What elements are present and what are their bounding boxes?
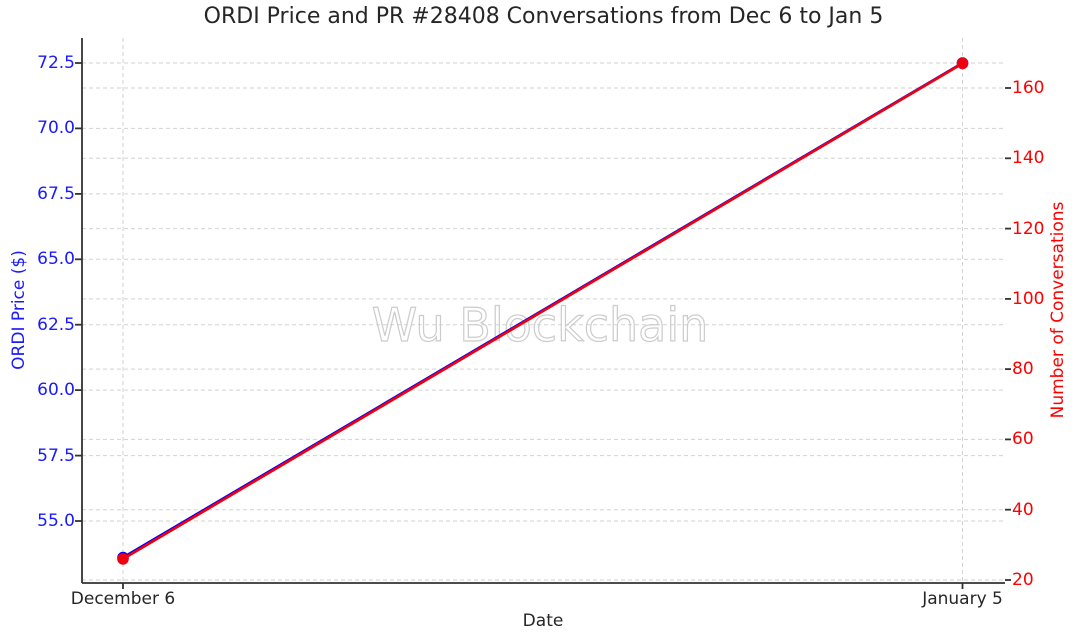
watermark: Wu Blockchain xyxy=(372,298,709,352)
left-tick-label: 65.0 xyxy=(37,249,75,270)
data-point xyxy=(956,57,969,70)
left-tick-label: 55.0 xyxy=(37,511,75,531)
left-tick-label: 72.5 xyxy=(37,53,75,73)
left-tick-label: 57.5 xyxy=(37,445,75,466)
right-tick-label: 100 xyxy=(1012,288,1045,309)
left-tick-label: 70.0 xyxy=(37,118,75,139)
left-tick-label: 60.0 xyxy=(37,380,75,401)
chart-title: ORDI Price and PR #28408 Conversations f… xyxy=(203,4,884,29)
x-tick-label: December 6 xyxy=(70,589,176,609)
left-tick-label: 62.5 xyxy=(37,314,75,335)
right-axis-label: Number of Conversations xyxy=(1048,201,1068,419)
right-tick-label: 40 xyxy=(1012,499,1034,520)
x-axis-label: Date xyxy=(522,611,564,631)
right-tick-label: 60 xyxy=(1012,429,1034,450)
right-tick-label: 20 xyxy=(1012,570,1034,590)
x-tick-label: January 5 xyxy=(922,589,1003,609)
left-tick-label: 67.5 xyxy=(37,183,75,204)
data-point xyxy=(117,553,129,565)
right-tick-label: 160 xyxy=(1012,78,1045,98)
right-tick-label: 140 xyxy=(1012,148,1045,169)
right-tick-label: 120 xyxy=(1012,218,1045,239)
right-tick-label: 80 xyxy=(1012,359,1034,380)
series-line-right xyxy=(122,62,964,561)
